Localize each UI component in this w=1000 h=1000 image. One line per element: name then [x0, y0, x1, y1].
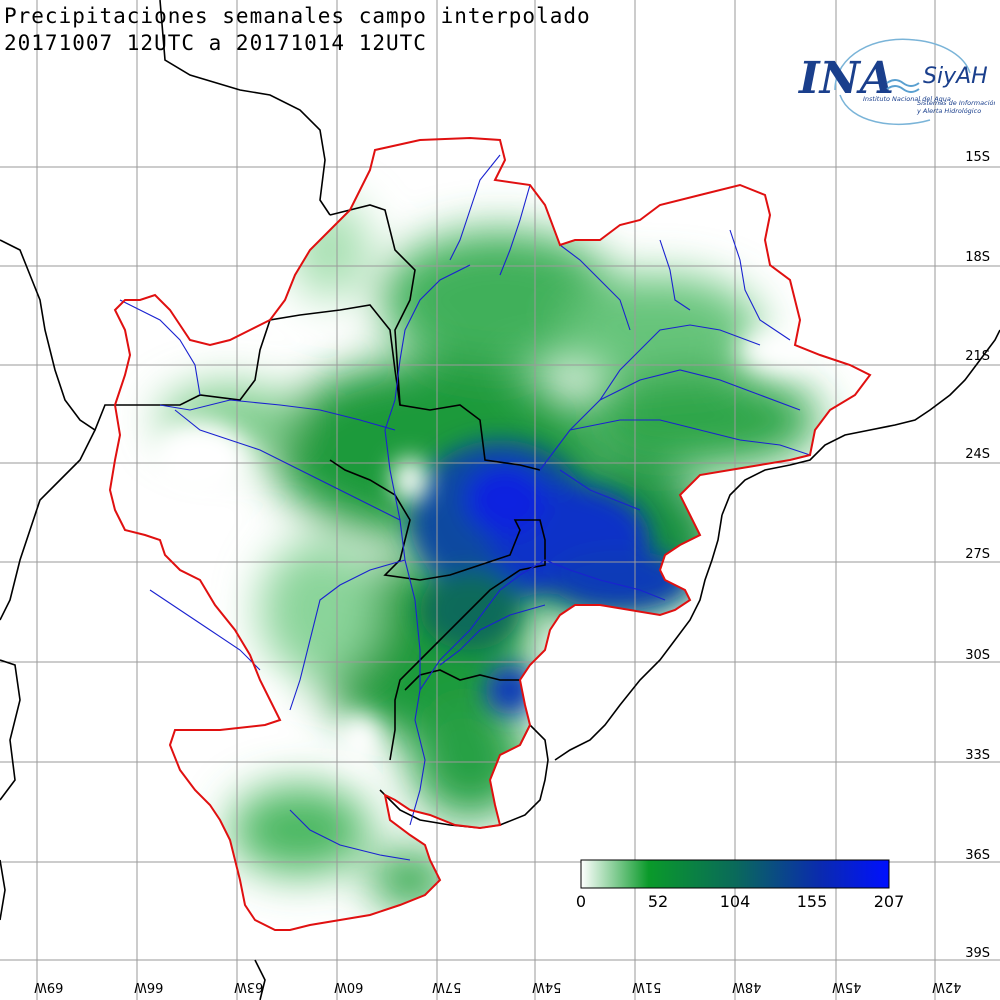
logo-system-text-2: y Alerta Hidrológico: [916, 107, 981, 115]
logo-system-text-1: Sistemas de Información: [917, 99, 995, 107]
rivers: [119, 154, 811, 861]
colorbar-tick-52: 52: [647, 892, 669, 911]
lon-label-66w: 66W: [134, 979, 164, 994]
lat-label-27s: 27S: [965, 547, 990, 562]
lat-label-33s: 33S: [965, 748, 990, 763]
lat-label-30s: 30S: [965, 648, 990, 663]
lat-label-18s: 18S: [965, 250, 990, 265]
colorbar-tick-155: 155: [796, 892, 828, 911]
colorbar-tick-0: 0: [575, 892, 587, 911]
colorbar-tick-104: 104: [719, 892, 751, 911]
lon-label-57w: 57W: [432, 979, 462, 994]
logo-siyah-text: SiyAH: [923, 64, 988, 89]
lon-label-51w: 51W: [632, 979, 662, 994]
map-date-range: 20171007 12UTC a 20171014 12UTC: [4, 31, 427, 55]
ina-siyah-logo: INA SiyAH Instituto Nacional del Agua Si…: [797, 38, 995, 126]
map-title: Precipitaciones semanales campo interpol…: [4, 4, 591, 28]
colorbar: [580, 859, 890, 889]
lon-label-42w: 42W: [932, 979, 962, 994]
logo-org-text: Instituto Nacional del Agua: [863, 95, 951, 103]
lon-label-54w: 54W: [532, 979, 562, 994]
lon-label-45w: 45W: [832, 979, 862, 994]
lon-label-60w: 60W: [334, 979, 364, 994]
lat-label-21s: 21S: [965, 349, 990, 364]
lat-label-39s: 39S: [965, 946, 990, 961]
logo-ina-text: INA: [797, 53, 894, 104]
colorbar-tick-207: 207: [873, 892, 905, 911]
lon-label-69w: 69W: [34, 979, 64, 994]
lon-label-48w: 48W: [732, 979, 762, 994]
lat-label-15s: 15S: [965, 150, 990, 165]
lat-label-24s: 24S: [965, 447, 990, 462]
lon-label-63w: 63W: [234, 979, 264, 994]
lat-label-36s: 36S: [965, 848, 990, 863]
